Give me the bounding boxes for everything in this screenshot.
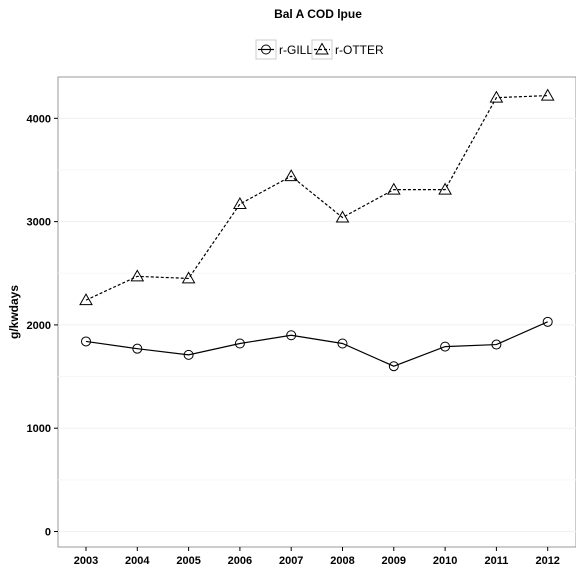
- data-point-r-gill: [337, 338, 348, 349]
- data-point-r-otter: [233, 197, 247, 210]
- series-line-r-otter: [85, 94, 548, 301]
- x-tick-label: 2007: [279, 555, 303, 567]
- plot-area: [57, 76, 576, 548]
- y-tick-label: 3000: [27, 217, 51, 229]
- y-tick-label: 4000: [27, 113, 51, 125]
- axes: 0 1000 2000 3000 4000 2003 2004 2005 2006 2007 200…: [27, 113, 560, 567]
- data-point-r-gill: [491, 339, 502, 350]
- data-point-r-gill: [440, 341, 451, 352]
- data-point-r-gill: [234, 338, 245, 349]
- data-point-r-otter: [489, 90, 504, 103]
- legend-label: r-GILL: [279, 43, 313, 57]
- y-tick-label: 2000: [27, 320, 51, 332]
- x-tick-label: 2012: [535, 555, 559, 567]
- data-point-r-otter: [130, 269, 145, 282]
- x-tick-label: 2006: [228, 555, 252, 567]
- series-r-gill: [81, 316, 553, 372]
- chart-title: Bal A COD lpue: [274, 7, 362, 21]
- data-point-r-otter: [284, 169, 299, 182]
- data-point-r-gill: [388, 361, 399, 372]
- x-tick-label: 2011: [484, 555, 508, 567]
- legend-marker-icon: [261, 44, 271, 55]
- data-point-r-otter: [335, 210, 350, 223]
- x-tick-label: 2008: [330, 555, 354, 567]
- data-point-r-gill: [542, 316, 553, 327]
- legend-label: r-OTTER: [335, 43, 384, 57]
- x-tick-label: 2003: [74, 555, 98, 567]
- x-tick-label: 2004: [125, 555, 150, 567]
- legend-item-r-gill: r-GILL: [255, 39, 313, 60]
- data-point-r-gill: [81, 336, 91, 347]
- data-point-r-otter: [540, 88, 555, 101]
- data-point-r-gill: [183, 349, 194, 360]
- x-tick-label: 2005: [176, 555, 200, 567]
- data-point-r-gill: [286, 330, 297, 341]
- x-tick-label: 2010: [433, 555, 457, 567]
- data-point-r-gill: [132, 343, 143, 354]
- y-tick-label: 0: [45, 527, 51, 539]
- x-tick-label: 2009: [382, 555, 406, 567]
- y-tick-label: 1000: [27, 423, 51, 435]
- data-point-r-otter: [79, 293, 93, 306]
- legend: r-GILL r-OTTER: [255, 39, 384, 60]
- data-point-r-otter: [386, 182, 401, 195]
- y-axis-title: g/kwdays: [7, 285, 21, 339]
- series-layer: [79, 88, 555, 372]
- data-point-r-otter: [181, 271, 196, 284]
- legend-item-r-otter: r-OTTER: [311, 39, 384, 60]
- series-line-r-gill: [85, 321, 548, 367]
- series-r-otter: [79, 88, 555, 306]
- data-point-r-otter: [438, 182, 452, 195]
- grid-lines: [58, 117, 576, 533]
- legend-marker-icon: [315, 42, 329, 55]
